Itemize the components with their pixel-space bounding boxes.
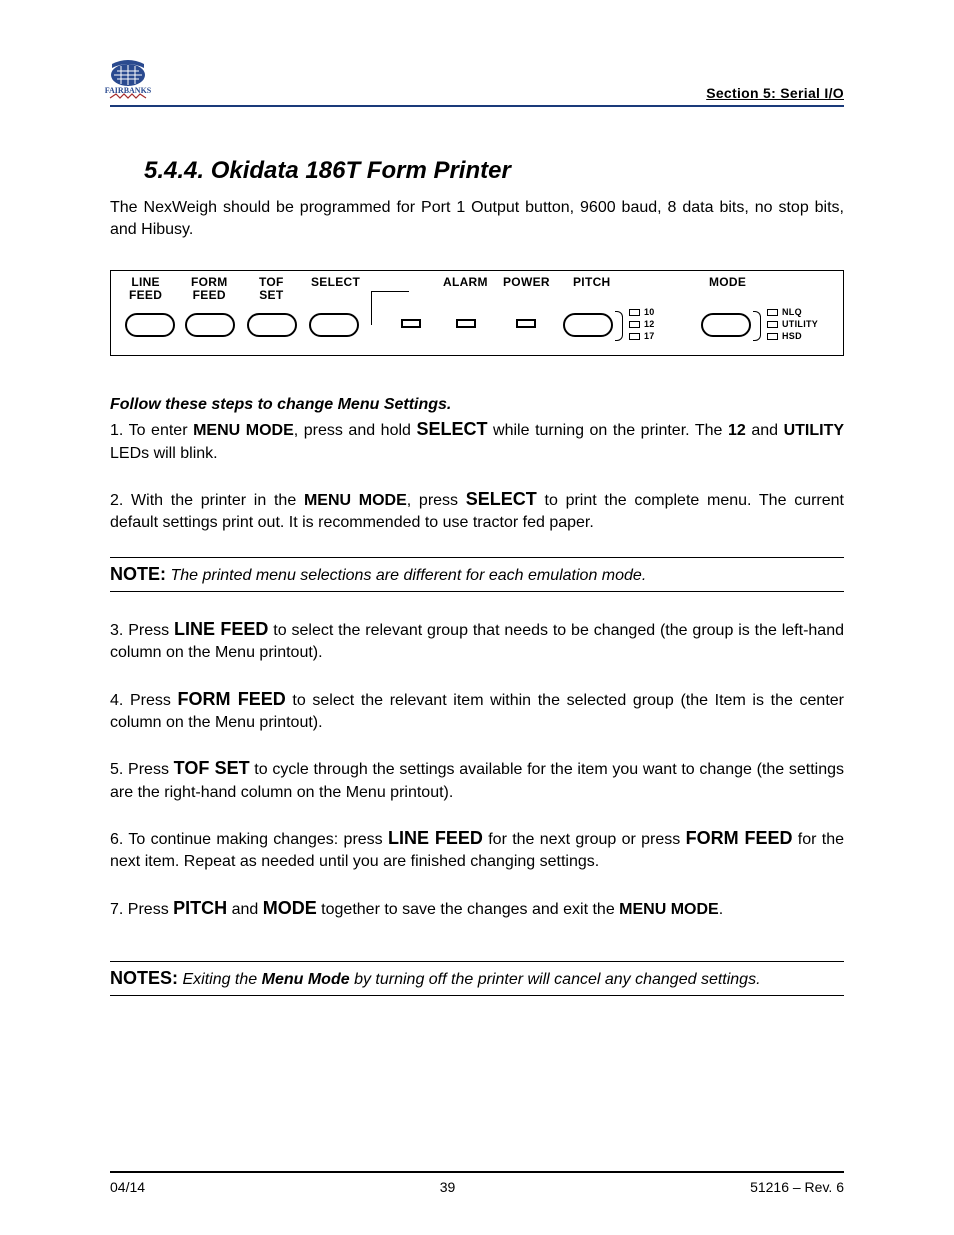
step-7: 7. Press PITCH and MODE together to save… bbox=[110, 896, 844, 921]
step-6: 6. To continue making changes: press LIN… bbox=[110, 826, 844, 874]
button-pitch bbox=[563, 313, 613, 337]
page-header: FAIRBANKS Section 5: Serial I/O bbox=[110, 50, 844, 107]
button-select bbox=[309, 313, 359, 337]
indicator-mode-hsd bbox=[767, 333, 778, 340]
fairbanks-logo: FAIRBANKS bbox=[100, 58, 156, 111]
step-1: 1. To enter MENU MODE, press and hold SE… bbox=[110, 417, 844, 465]
label-alarm: ALARM bbox=[443, 276, 488, 289]
label-pitch-17: 17 bbox=[644, 331, 655, 341]
footer-page-number: 39 bbox=[440, 1179, 456, 1195]
printer-panel-diagram: LINEFEED FORMFEED TOFSET SELECT ALARM PO… bbox=[110, 270, 844, 356]
button-line-feed bbox=[125, 313, 175, 337]
button-mode bbox=[701, 313, 751, 337]
label-power: POWER bbox=[503, 276, 550, 289]
section-title: Section 5: Serial I/O bbox=[706, 85, 844, 103]
svg-text:FAIRBANKS: FAIRBANKS bbox=[105, 86, 152, 95]
bracket-pitch bbox=[615, 311, 623, 341]
note-block-1: NOTE: The printed menu selections are di… bbox=[110, 557, 844, 592]
indicator-mode-nlq bbox=[767, 309, 778, 316]
label-select: SELECT bbox=[311, 276, 360, 289]
label-line-feed: LINEFEED bbox=[129, 276, 162, 301]
label-mode: MODE bbox=[709, 276, 746, 289]
steps-intro: Follow these steps to change Menu Settin… bbox=[110, 396, 844, 414]
label-form-feed: FORMFEED bbox=[191, 276, 228, 301]
label-mode-utility: UTILITY bbox=[782, 319, 818, 329]
label-pitch-12: 12 bbox=[644, 319, 655, 329]
indicator-select bbox=[401, 319, 421, 328]
label-pitch: PITCH bbox=[573, 276, 611, 289]
indicator-pitch-12 bbox=[629, 321, 640, 328]
document-page: FAIRBANKS Section 5: Serial I/O 5.4.4. O… bbox=[0, 0, 954, 1235]
button-form-feed bbox=[185, 313, 235, 337]
indicator-alarm bbox=[456, 319, 476, 328]
step-5: 5. Press TOF SET to cycle through the se… bbox=[110, 756, 844, 804]
step-2: 2. With the printer in the MENU MODE, pr… bbox=[110, 487, 844, 535]
indicator-power bbox=[516, 319, 536, 328]
footer-revision: 51216 – Rev. 6 bbox=[750, 1179, 844, 1195]
step-4: 4. Press FORM FEED to select the relevan… bbox=[110, 687, 844, 735]
bracket-mode bbox=[753, 311, 761, 341]
footer-date: 04/14 bbox=[110, 1179, 145, 1195]
label-mode-hsd: HSD bbox=[782, 331, 802, 341]
indicator-pitch-17 bbox=[629, 333, 640, 340]
page-footer: 04/14 39 51216 – Rev. 6 bbox=[110, 1171, 844, 1195]
indicator-pitch-10 bbox=[629, 309, 640, 316]
label-mode-nlq: NLQ bbox=[782, 307, 802, 317]
label-pitch-10: 10 bbox=[644, 307, 655, 317]
indicator-mode-utility bbox=[767, 321, 778, 328]
button-tof-set bbox=[247, 313, 297, 337]
subsection-heading: 5.4.4. Okidata 186T Form Printer bbox=[144, 157, 844, 185]
step-3: 3. Press LINE FEED to select the relevan… bbox=[110, 617, 844, 665]
note-block-2: NOTES: Exiting the Menu Mode by turning … bbox=[110, 961, 844, 996]
intro-paragraph: The NexWeigh should be programmed for Po… bbox=[110, 197, 844, 240]
label-tof-set: TOFSET bbox=[259, 276, 284, 301]
